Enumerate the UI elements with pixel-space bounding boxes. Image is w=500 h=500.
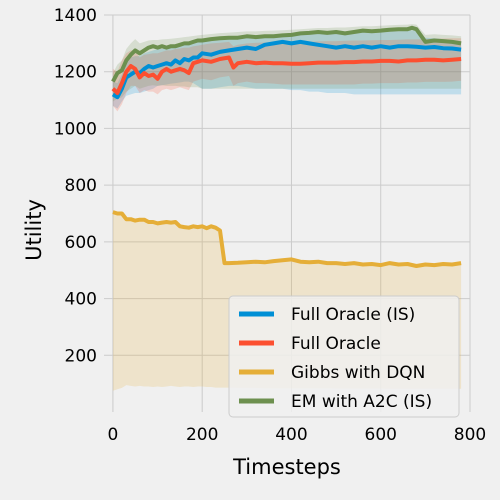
legend: Full Oracle (IS) Full Oracle Gibbs with DQ… — [228, 295, 460, 418]
y-tick-label: 1000 — [54, 119, 97, 139]
legend-label-3: EM with A2C (IS) — [291, 392, 432, 412]
series-line-3 — [111, 25, 462, 83]
series-band-0 — [112, 30, 462, 109]
y-axis-label: Utility — [22, 199, 46, 261]
y-tick-label: 200 — [65, 346, 97, 366]
y-tick-label: 1200 — [54, 63, 97, 83]
y-tick-label: 400 — [65, 290, 97, 310]
x-tick-label: 800 — [454, 425, 486, 445]
grid — [104, 14, 471, 412]
legend-label-2: Gibbs with DQN — [291, 363, 425, 383]
legend-label-1: Full Oracle — [291, 334, 381, 354]
legend-label-0: Full Oracle (IS) — [291, 305, 415, 325]
x-axis-label: Timesteps — [232, 455, 341, 479]
x-tick-label: 400 — [275, 425, 307, 445]
y-tick-label: 800 — [65, 176, 97, 196]
y-tick-label: 1400 — [54, 6, 97, 26]
x-tick-label: 600 — [365, 425, 397, 445]
tick-labels: 0 200 400 600 800 200 400 600 800 1000 1200 1400 — [54, 6, 486, 445]
legend-box — [228, 295, 460, 418]
x-tick-label: 0 — [108, 425, 119, 445]
x-tick-label: 200 — [186, 425, 218, 445]
series-line-2 — [112, 210, 462, 268]
series-line-1 — [111, 55, 462, 95]
series-line-0 — [111, 39, 462, 100]
y-tick-label: 600 — [65, 233, 97, 253]
series-lines — [111, 25, 462, 268]
